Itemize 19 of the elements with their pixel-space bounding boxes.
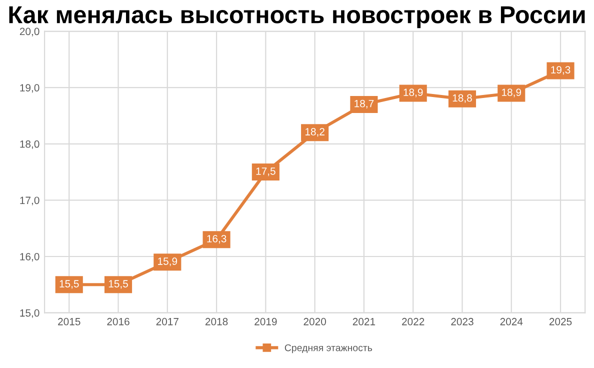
x-tick-label: 2024 bbox=[500, 318, 523, 326]
x-tick-label: 2023 bbox=[451, 318, 474, 326]
x-tick-label: 2018 bbox=[205, 318, 228, 326]
y-tick-label: 15,0 bbox=[20, 309, 40, 318]
legend-label: Средняя этажность bbox=[284, 344, 372, 354]
x-tick-label: 2020 bbox=[304, 318, 326, 326]
y-tick-label: 19,0 bbox=[20, 84, 40, 93]
x-tick-label: 2016 bbox=[107, 318, 130, 326]
y-tick-label: 20,0 bbox=[20, 28, 40, 36]
y-tick-label: 18,0 bbox=[20, 140, 40, 149]
y-tick-label: 16,0 bbox=[20, 252, 40, 262]
x-tick-label: 2017 bbox=[156, 318, 178, 326]
x-tick-label: 2025 bbox=[549, 318, 572, 326]
x-tick-label: 2019 bbox=[254, 318, 277, 326]
x-tick-label: 2022 bbox=[402, 318, 424, 326]
x-tick-label: 2021 bbox=[352, 318, 376, 326]
chart-title: Как менялась высотность новостроек в России bbox=[9, 6, 585, 28]
y-tick-label: 17,0 bbox=[20, 196, 40, 206]
x-tick-label: 2015 bbox=[58, 318, 80, 326]
